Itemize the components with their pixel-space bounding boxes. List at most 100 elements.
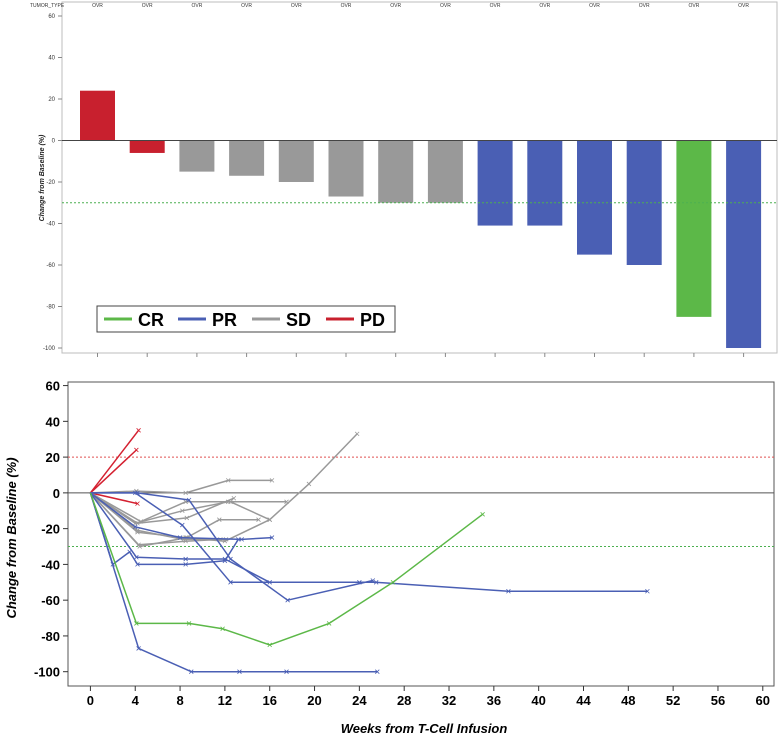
spider-series-sd-1-line [90, 479, 272, 494]
waterfall-top-tick-label: OVR [241, 3, 252, 9]
spider-y-ticks: 60 40 20 0 -20 -40 -60 -80 -100 [34, 379, 68, 680]
spider-series-pr-5-point [645, 588, 650, 594]
legend: CR PR SD PD [96, 305, 396, 333]
spider-series-pr-6-point [237, 669, 242, 674]
spider-series-pr-3-point [183, 556, 188, 562]
waterfall-y-tick-label: 20 [48, 97, 55, 103]
spider-x-tick-label: 48 [621, 693, 635, 708]
spider-series-pr-6-point [284, 669, 289, 674]
spider-series-pr-6-point [375, 669, 380, 674]
spider-x-tick-label: 28 [397, 693, 411, 708]
waterfall-bar-8 [427, 140, 463, 203]
waterfall-y-tick-label: 0 [52, 139, 56, 145]
spider-series-sd-2-line [90, 492, 271, 523]
waterfall-top-tick-label: OVR [539, 3, 550, 9]
spider-series-sd-1-point [269, 478, 275, 483]
waterfall-bar-3 [179, 140, 215, 172]
spider-x-tick-label: 16 [262, 693, 276, 708]
spider-panel: Change from Baseline (%) Weeks from T-Ce… [4, 379, 775, 736]
spider-series-pr-2-point [177, 535, 183, 540]
spider-series-cr-1-point [390, 579, 396, 585]
spider-series-pd-3-point [135, 501, 140, 506]
spider-x-tick-label: 4 [132, 693, 140, 708]
spider-x-tick-label: 56 [711, 693, 725, 708]
spider-series-cr-1-point [134, 621, 139, 626]
spider-series-cr-1-line [89, 492, 484, 646]
spider-x-ticks: 0 4 8 12 16 20 24 28 32 36 40 44 48 52 56 60 [87, 686, 770, 708]
spider-series-pr-5-point [506, 588, 511, 594]
spider-series-pr-6-line [89, 492, 378, 673]
spider-y-tick-label: -100 [34, 665, 60, 680]
waterfall-top-tick-label: OVR [390, 3, 401, 9]
spider-series-cr-1-point [186, 621, 192, 626]
spider-series-pr-6-point [188, 669, 194, 674]
spider-series-sd-7-point [267, 517, 272, 522]
spider-y-tick-label: 60 [46, 379, 60, 394]
spider-series-sd-8-point [183, 538, 188, 544]
waterfall-panel: TUMOR_TYPE Change from Baseline (%) 60 40… [30, 1, 778, 357]
spider-series-sd-7-point [306, 481, 312, 487]
waterfall-bar-9 [477, 140, 513, 226]
spider-x-tick-label: 12 [218, 693, 232, 708]
spider-series-sd-1-point [225, 478, 231, 483]
spider-series-pd-3-line [90, 492, 138, 505]
spider-series-pr-2-point [132, 524, 138, 530]
spider-x-label: Weeks from T-Cell Infusion [341, 721, 508, 736]
spider-series-sd-7-point [354, 431, 360, 437]
spider-y-tick-label: -60 [41, 593, 60, 608]
spider-x-tick-label: 8 [176, 693, 183, 708]
legend-label-sd: SD [286, 310, 311, 330]
spider-series-sd-4-point [135, 520, 140, 526]
spider-series-sd-7-point [135, 529, 140, 535]
spider-series-pr-6-point [136, 646, 141, 651]
spider-series-cr-1-point [267, 642, 272, 648]
waterfall-y-tick-label: -100 [43, 346, 56, 352]
waterfall-bar-2 [129, 140, 165, 153]
waterfall-bar-4 [229, 140, 265, 176]
spider-series-sd-4-point [184, 515, 190, 521]
spider-series-pd-1-line [89, 429, 140, 494]
spider-series-sd-6-point [256, 517, 261, 522]
waterfall-bars [80, 90, 762, 348]
waterfall-frame [61, 1, 778, 354]
waterfall-y-label: Change from Baseline (%) [39, 134, 46, 221]
waterfall-bar-6 [328, 140, 364, 197]
spider-series-cr-1-point [326, 621, 332, 626]
spider-series-sd-8-point [136, 542, 141, 548]
waterfall-top-tick-label: OVR [688, 3, 699, 9]
spider-series-pr-2-point [239, 537, 244, 542]
waterfall-y-tick-label: -40 [46, 222, 55, 228]
spider-series-pr-4-point [236, 537, 241, 542]
waterfall-bar-10 [527, 140, 563, 226]
waterfall-top-tick-label: OVR [191, 3, 202, 9]
spider-series-sd-8-line [89, 492, 221, 546]
waterfall-bar-5 [278, 140, 314, 182]
waterfall-y-ticks: 60 40 20 0 -20 -40 -60 -80 -100 [43, 14, 62, 352]
waterfall-top-tick-label: OVR [341, 3, 352, 9]
legend-label-cr: CR [138, 310, 164, 330]
spider-series-pr-1-point [228, 556, 233, 562]
spider-series-pr-4-point [127, 549, 132, 555]
spider-series-sd-4-point [231, 495, 237, 501]
spider-reference-lines [68, 456, 774, 548]
waterfall-y-tick-label: -20 [46, 180, 55, 186]
spider-x-tick-label: 52 [666, 693, 680, 708]
waterfall-top-tick-label: OVR [639, 3, 650, 9]
legend-label-pd: PD [360, 310, 385, 330]
spider-x-tick-label: 36 [487, 693, 501, 708]
waterfall-top-axis-label: TUMOR_TYPE [30, 3, 65, 9]
spider-series-sd-7-point [222, 538, 228, 544]
waterfall-top-tick-label: OVR [589, 3, 600, 9]
spider-y-tick-label: -80 [41, 629, 60, 644]
legend-label-pr: PR [212, 310, 237, 330]
spider-x-tick-label: 0 [87, 693, 94, 708]
spider-series-cr-1-point [480, 512, 485, 517]
spider-x-tick-label: 40 [531, 693, 545, 708]
waterfall-top-tick-label: OVR [142, 3, 153, 9]
spider-series-pr-4-point [135, 562, 140, 567]
waterfall-top-tick-label: OVR [440, 3, 451, 9]
spider-x-tick-label: 24 [352, 693, 367, 708]
spider-series-pd-2-point [134, 447, 139, 453]
